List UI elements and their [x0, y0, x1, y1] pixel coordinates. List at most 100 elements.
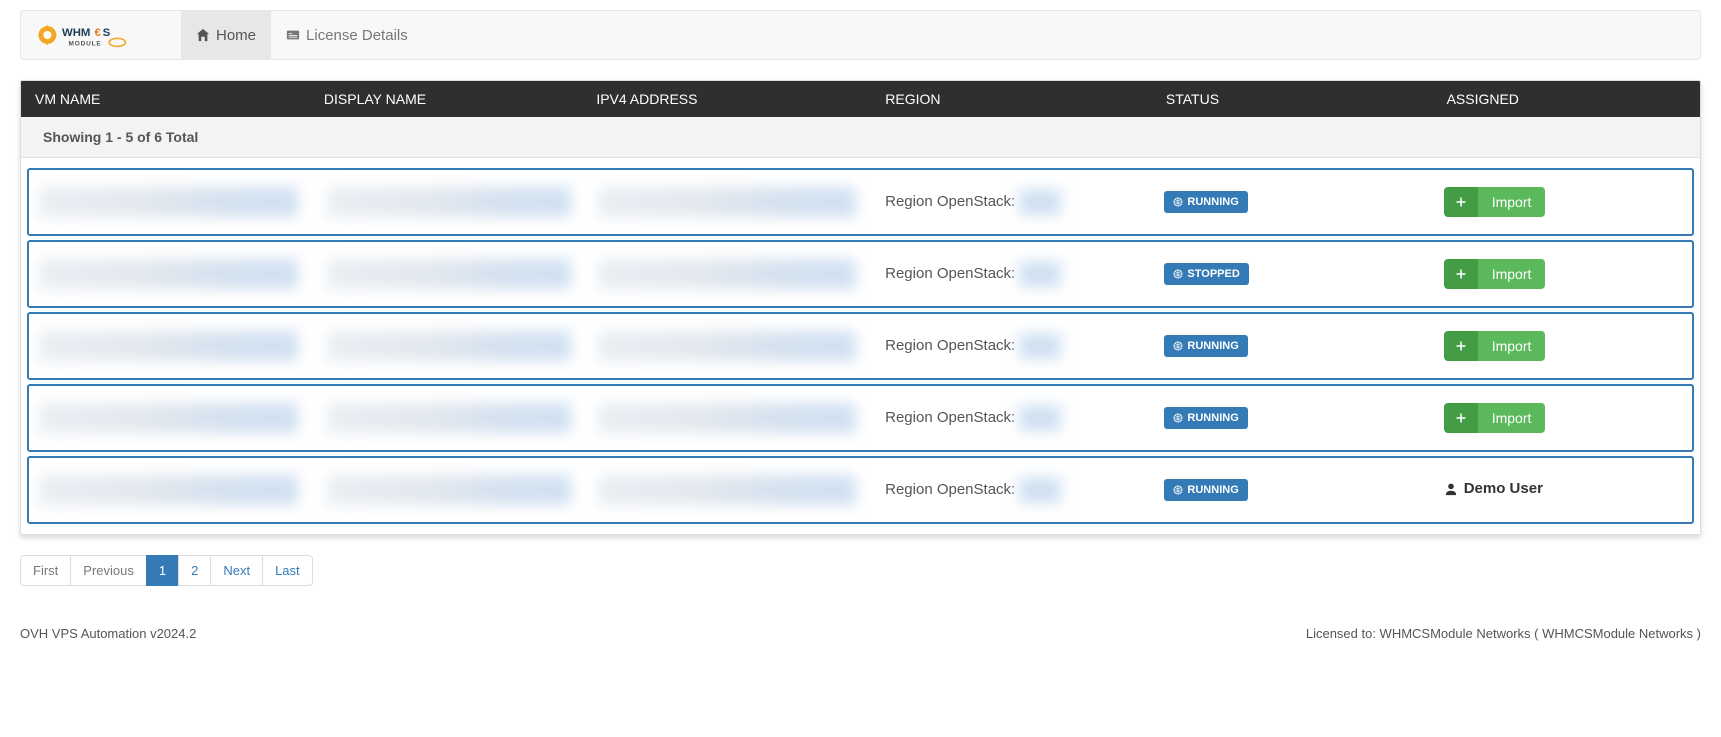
redacted-cell: [327, 331, 598, 361]
page-number[interactable]: 1: [146, 555, 179, 586]
redacted-cell: [327, 475, 598, 505]
brand-logo[interactable]: WHM € S MODULE: [21, 15, 181, 55]
redacted-cell: [598, 331, 886, 361]
redacted-cell: [598, 187, 886, 217]
page-first[interactable]: First: [20, 555, 71, 586]
home-icon: [196, 28, 210, 42]
th-region: REGION: [885, 91, 1166, 107]
status-text: RUNNING: [1187, 196, 1238, 208]
status-text: STOPPED: [1187, 268, 1239, 280]
redacted-region-code: [1019, 189, 1061, 215]
redacted-region-code: [1019, 477, 1061, 503]
region-prefix: Region OpenStack:: [885, 409, 1015, 426]
status-badge: RUNNING: [1164, 479, 1247, 501]
table-row: Region OpenStack: RUNNING Import: [27, 384, 1694, 452]
region-prefix: Region OpenStack:: [885, 481, 1015, 498]
svg-text:€: €: [95, 27, 102, 39]
svg-text:WHM: WHM: [62, 27, 90, 39]
footer-version: OVH VPS Automation v2024.2: [20, 626, 196, 641]
plus-icon: [1444, 259, 1478, 289]
license-icon: [286, 28, 300, 42]
import-button[interactable]: Import: [1444, 187, 1546, 217]
status-badge: RUNNING: [1164, 191, 1247, 213]
assigned-cell: Import: [1444, 403, 1682, 433]
region-prefix: Region OpenStack:: [885, 337, 1015, 354]
redacted-cell: [327, 259, 598, 289]
import-label: Import: [1478, 403, 1546, 433]
redacted-cell: [598, 259, 886, 289]
assigned-cell: Import: [1444, 331, 1682, 361]
redacted-region-code: [1019, 261, 1061, 287]
table-row: Region OpenStack: RUNNING Import: [27, 168, 1694, 236]
page-last[interactable]: Last: [262, 555, 313, 586]
table-row: Region OpenStack: STOPPED Import: [27, 240, 1694, 308]
table-row: Region OpenStack: RUNNING Demo User: [27, 456, 1694, 524]
region-prefix: Region OpenStack:: [885, 265, 1015, 282]
import-label: Import: [1478, 187, 1546, 217]
pagination: First Previous 12Next Last: [20, 555, 313, 586]
import-label: Import: [1478, 331, 1546, 361]
region-prefix: Region OpenStack:: [885, 193, 1015, 210]
footer-license: Licensed to: WHMCSModule Networks ( WHMC…: [1306, 626, 1701, 641]
page-number[interactable]: 2: [178, 555, 211, 586]
status-text: RUNNING: [1187, 412, 1238, 424]
redacted-region-code: [1019, 333, 1061, 359]
redacted-cell: [598, 475, 886, 505]
nav-license[interactable]: License Details: [271, 10, 423, 60]
status-cell: STOPPED: [1164, 263, 1443, 285]
assigned-cell: Demo User: [1444, 480, 1682, 500]
region-cell: Region OpenStack:: [885, 189, 1164, 215]
th-assigned: ASSIGNED: [1447, 91, 1686, 107]
assigned-cell: Import: [1444, 259, 1682, 289]
redacted-cell: [39, 403, 327, 433]
import-button[interactable]: Import: [1444, 259, 1546, 289]
status-text: RUNNING: [1187, 340, 1238, 352]
status-text: RUNNING: [1187, 484, 1238, 496]
assigned-user[interactable]: Demo User: [1444, 480, 1543, 497]
th-ipv4: IPV4 ADDRESS: [596, 91, 885, 107]
navbar: WHM € S MODULE Home License Details: [20, 10, 1701, 60]
page-next[interactable]: Next: [210, 555, 263, 586]
region-cell: Region OpenStack:: [885, 477, 1164, 503]
page-previous[interactable]: Previous: [70, 555, 147, 586]
footer: OVH VPS Automation v2024.2 Licensed to: …: [20, 616, 1701, 641]
redacted-region-code: [1019, 405, 1061, 431]
status-badge: RUNNING: [1164, 335, 1247, 357]
status-cell: RUNNING: [1164, 191, 1443, 213]
redacted-cell: [39, 331, 327, 361]
table-row: Region OpenStack: RUNNING Import: [27, 312, 1694, 380]
assigned-user-name: Demo User: [1464, 480, 1543, 497]
region-cell: Region OpenStack:: [885, 261, 1164, 287]
import-label: Import: [1478, 259, 1546, 289]
vm-table: VM NAME DISPLAY NAME IPV4 ADDRESS REGION…: [20, 80, 1701, 535]
import-button[interactable]: Import: [1444, 331, 1546, 361]
nav-license-label: License Details: [306, 27, 408, 44]
plus-icon: [1444, 187, 1478, 217]
redacted-cell: [327, 187, 598, 217]
table-header-row: VM NAME DISPLAY NAME IPV4 ADDRESS REGION…: [21, 81, 1700, 117]
svg-text:S: S: [103, 27, 111, 39]
table-body: Region OpenStack:RUNNINGImportRegion Ope…: [21, 158, 1700, 534]
status-cell: RUNNING: [1164, 335, 1443, 357]
status-badge: STOPPED: [1164, 263, 1248, 285]
nav-home-label: Home: [216, 27, 256, 44]
import-button[interactable]: Import: [1444, 403, 1546, 433]
th-status: STATUS: [1166, 91, 1447, 107]
th-vm-name: VM NAME: [35, 91, 324, 107]
status-badge: RUNNING: [1164, 407, 1247, 429]
whmcs-module-logo-icon: WHM € S MODULE: [36, 20, 166, 50]
redacted-cell: [327, 403, 598, 433]
assigned-cell: Import: [1444, 187, 1682, 217]
plus-icon: [1444, 331, 1478, 361]
redacted-cell: [39, 259, 327, 289]
status-cell: RUNNING: [1164, 479, 1443, 501]
plus-icon: [1444, 403, 1478, 433]
showing-summary: Showing 1 - 5 of 6 Total: [21, 117, 1700, 158]
redacted-cell: [39, 475, 327, 505]
svg-text:MODULE: MODULE: [69, 41, 102, 48]
nav-home[interactable]: Home: [181, 10, 271, 60]
region-cell: Region OpenStack:: [885, 333, 1164, 359]
redacted-cell: [39, 187, 327, 217]
region-cell: Region OpenStack:: [885, 405, 1164, 431]
th-display: DISPLAY NAME: [324, 91, 596, 107]
